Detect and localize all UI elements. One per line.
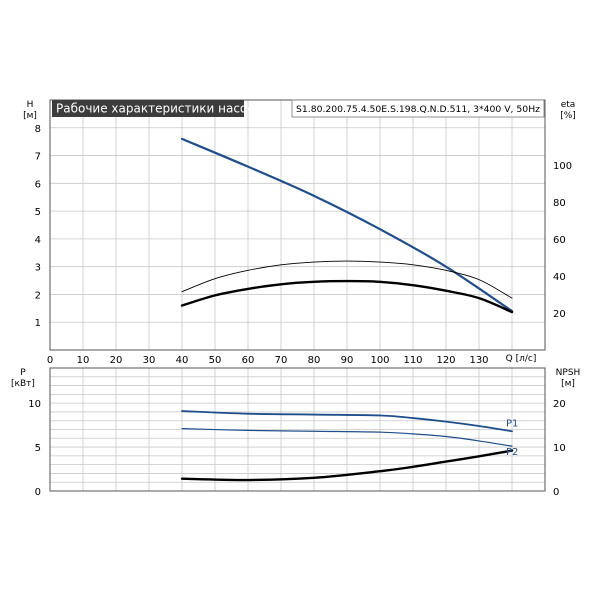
y-left-axis-unit: [м] xyxy=(23,111,37,121)
series-line-p1 xyxy=(181,410,513,433)
y-left-tick-label: 10 xyxy=(28,399,41,410)
y-left-axis-title: H xyxy=(27,100,34,110)
title-box xyxy=(52,100,244,117)
series-line-power-npsh-2 xyxy=(180,449,514,482)
y-left-tick-label: 7 xyxy=(35,152,41,163)
series-label-p2: P2 xyxy=(506,447,518,458)
x-tick-label: 90 xyxy=(341,355,354,366)
x-tick-label: 70 xyxy=(275,355,288,366)
y-right-axis-title: eta xyxy=(561,100,576,110)
y-left-tick-label: 6 xyxy=(35,179,41,190)
x-tick-label: 50 xyxy=(209,355,222,366)
chart-title: Рабочие характеристики насоса xyxy=(56,102,261,116)
x-tick-label: 120 xyxy=(436,355,455,366)
x-tick-label: 130 xyxy=(469,355,488,366)
series-line-p2 xyxy=(181,428,513,447)
x-tick-label: 20 xyxy=(110,355,123,366)
y-left-tick-label: 8 xyxy=(35,124,41,135)
power-npsh-series xyxy=(180,410,514,482)
series-label-p1: P1 xyxy=(506,418,518,429)
x-tick-label: 60 xyxy=(242,355,255,366)
x-tick-label: 100 xyxy=(370,355,389,366)
plot-frame xyxy=(49,367,546,492)
npsh-axis-unit: [м] xyxy=(561,379,575,389)
head-eta-series xyxy=(180,137,514,314)
y-left-tick-label: 3 xyxy=(35,263,41,274)
plot-frame xyxy=(49,99,546,351)
y-right-tick-label: 60 xyxy=(553,235,566,246)
npsh-axis-title: NPSH xyxy=(556,368,581,378)
x-tick-label: 30 xyxy=(143,355,156,366)
y-left-tick-label: 0 xyxy=(35,487,41,498)
x-tick-label: 0 xyxy=(47,355,53,366)
y-right-tick-label: 0 xyxy=(553,487,559,498)
y-right-tick-label: 80 xyxy=(553,198,566,209)
power-npsh-grid xyxy=(49,367,546,492)
y-right-tick-label: 40 xyxy=(553,272,566,283)
power-axis-title: P xyxy=(20,368,26,378)
y-right-tick-label: 10 xyxy=(553,443,566,454)
series-line-head-eta-2 xyxy=(180,279,514,314)
y-left-tick-label: 5 xyxy=(35,443,41,454)
x-tick-label: 80 xyxy=(308,355,321,366)
x-axis-title: Q [л/с] xyxy=(506,354,537,364)
y-left-tick-label: 4 xyxy=(35,235,41,246)
series-line-head-eta-1 xyxy=(181,260,513,299)
y-left-tick-label: 1 xyxy=(35,318,41,329)
x-tick-label: 40 xyxy=(176,355,189,366)
x-tick-label: 10 xyxy=(77,355,90,366)
y-left-tick-label: 2 xyxy=(35,290,41,301)
y-right-tick-label: 20 xyxy=(553,399,566,410)
y-right-axis-unit: [%] xyxy=(560,111,576,121)
x-tick-label: 110 xyxy=(403,355,422,366)
y-left-tick-label: 5 xyxy=(35,207,41,218)
series-line-head-eta-0 xyxy=(180,137,514,313)
y-right-tick-label: 100 xyxy=(553,161,572,172)
head-eta-grid xyxy=(49,99,546,351)
y-right-tick-label: 20 xyxy=(553,309,566,320)
model-box xyxy=(291,99,545,118)
pump-model-label: S1.80.200.75.4.50E.S.198.Q.N.D.511, 3*40… xyxy=(296,105,540,115)
power-axis-unit: [кВт] xyxy=(11,379,35,389)
